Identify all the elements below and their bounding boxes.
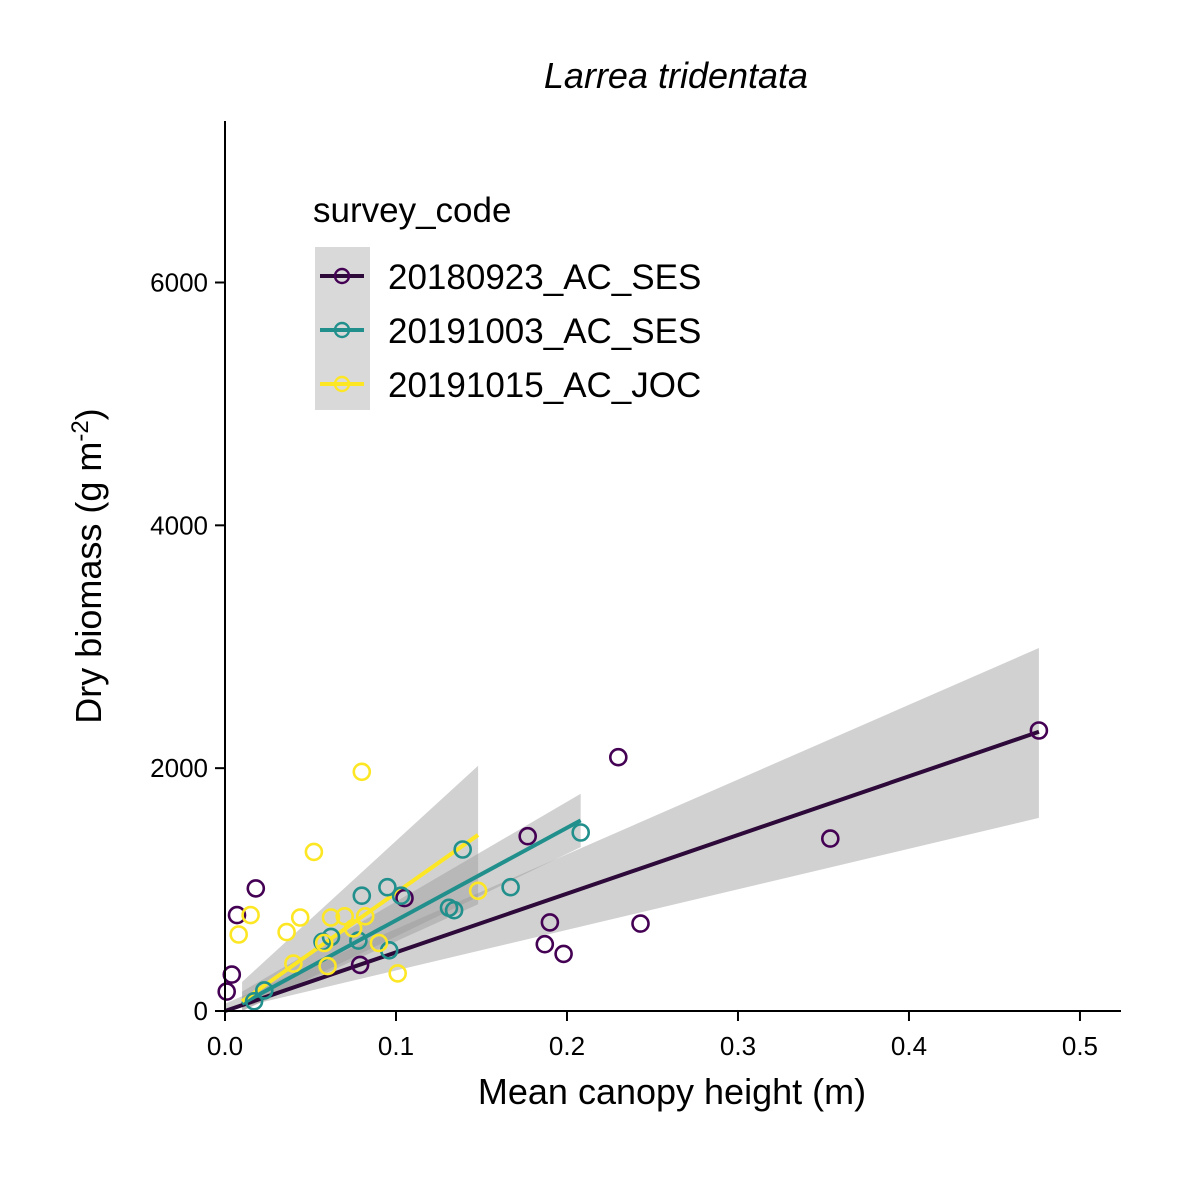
regression-line-0 xyxy=(224,729,1040,1013)
y-tick-label: 0 xyxy=(194,996,208,1026)
legend-title: survey_code xyxy=(313,191,511,230)
data-point xyxy=(378,877,397,897)
data-points xyxy=(217,721,1049,1011)
data-point xyxy=(468,881,488,901)
data-point xyxy=(391,886,411,906)
data-point xyxy=(246,879,266,898)
x-tick-label: 0.1 xyxy=(378,1031,414,1061)
data-point xyxy=(571,823,591,842)
regression-line-1 xyxy=(241,818,582,1006)
y-tick-label: 4000 xyxy=(150,510,208,540)
x-tick-label: 0.4 xyxy=(891,1031,927,1061)
legend-label: 20191015_AC_JOC xyxy=(388,366,701,405)
data-point xyxy=(1029,721,1049,740)
data-point xyxy=(217,982,236,1001)
x-tick-label: 0.2 xyxy=(549,1031,585,1061)
y-axis-title-end: ) xyxy=(68,408,109,420)
regression-line-2 xyxy=(240,833,480,1003)
data-point xyxy=(608,747,628,767)
data-point xyxy=(540,913,560,932)
data-point xyxy=(631,914,650,933)
legend-key-point xyxy=(333,267,351,285)
x-axis-title: Mean canopy height (m) xyxy=(478,1071,866,1112)
data-point xyxy=(318,956,337,976)
data-point xyxy=(352,886,372,906)
data-point xyxy=(304,842,324,862)
legend-key-point xyxy=(333,321,351,339)
legend-label: 20191003_AC_SES xyxy=(388,312,701,351)
data-point xyxy=(352,762,372,782)
y-axis-ticks: 0 2000 4000 6000 xyxy=(150,267,225,1026)
data-point xyxy=(820,829,840,848)
x-tick-label: 0.0 xyxy=(207,1031,243,1061)
data-point xyxy=(227,905,247,925)
data-point xyxy=(254,981,274,1000)
chart-title: Larrea tridentata xyxy=(544,55,808,96)
data-point xyxy=(388,964,408,983)
x-tick-label: 0.5 xyxy=(1062,1031,1098,1061)
data-point xyxy=(290,908,310,927)
y-tick-label: 2000 xyxy=(150,753,208,783)
data-point xyxy=(554,944,573,964)
legend-label: 20180923_AC_SES xyxy=(388,258,701,297)
legend-key-point xyxy=(333,375,351,393)
confidence-band-0 xyxy=(225,648,1039,1011)
data-point xyxy=(314,933,334,953)
data-point xyxy=(343,919,363,938)
legend: survey_code 20180923_AC_SES 20191003_AC_S… xyxy=(313,191,701,410)
data-point xyxy=(321,908,341,927)
x-axis-ticks: 0.0 0.1 0.2 0.3 0.4 0.5 xyxy=(207,1011,1098,1061)
data-point xyxy=(277,922,296,942)
regression-lines xyxy=(224,729,1040,1013)
y-axis-title-superscript: -2 xyxy=(67,420,94,441)
data-point xyxy=(518,826,538,846)
data-point xyxy=(335,906,355,926)
legend-entries: 20180923_AC_SES 20191003_AC_SES 20191015_A… xyxy=(320,258,701,405)
y-axis-title-main: Dry biomass (g m xyxy=(68,442,109,724)
x-tick-label: 0.3 xyxy=(720,1031,756,1061)
confidence-bands xyxy=(225,648,1039,1011)
data-point xyxy=(501,877,520,897)
data-point xyxy=(222,965,242,984)
y-axis-title: Dry biomass (g m-2) xyxy=(67,408,109,723)
data-point xyxy=(241,905,260,925)
data-point xyxy=(535,934,555,954)
data-point xyxy=(229,925,248,944)
data-point xyxy=(444,900,464,920)
data-point xyxy=(369,933,389,953)
y-tick-label: 6000 xyxy=(150,267,208,297)
data-point xyxy=(350,955,370,975)
data-point xyxy=(244,991,264,1011)
data-point xyxy=(395,888,414,908)
data-point xyxy=(284,954,303,973)
data-point xyxy=(453,840,473,859)
data-point xyxy=(355,906,375,926)
data-point xyxy=(349,931,368,950)
